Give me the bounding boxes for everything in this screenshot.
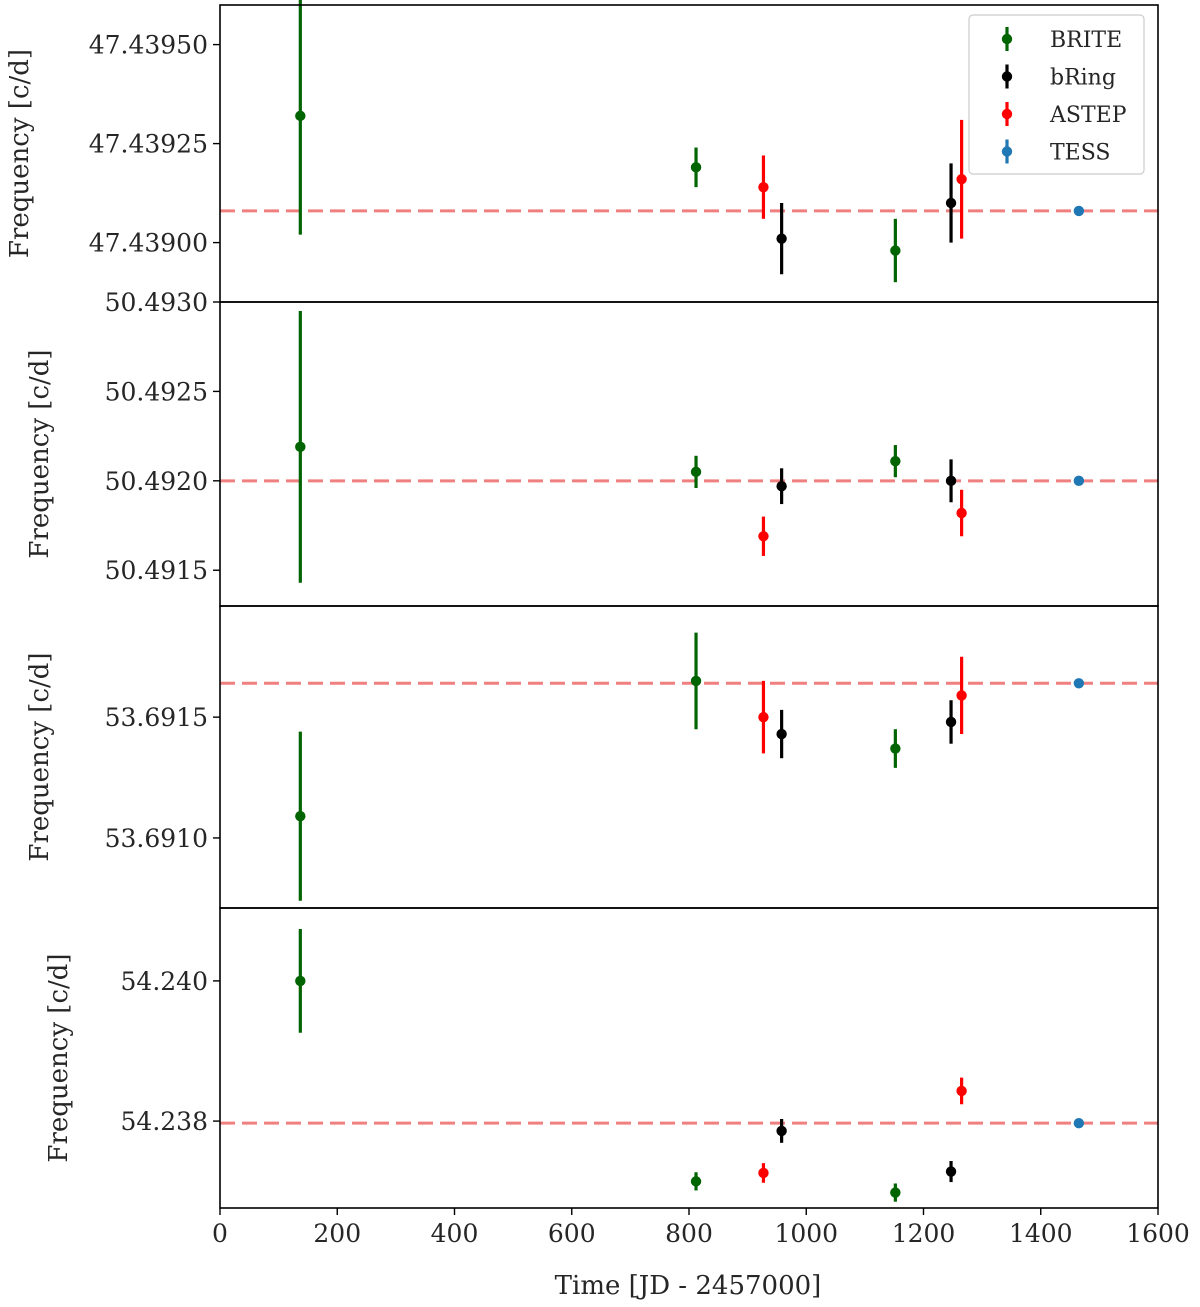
legend-item-astep: ASTEP — [1001, 102, 1127, 128]
astep-point — [758, 181, 769, 193]
x-tick-label: 400 — [431, 1219, 479, 1248]
brite-point — [295, 110, 306, 122]
legend-label: bRing — [1050, 66, 1116, 91]
panel-4: 54.238 54.240 Frequency [c/d] — [44, 907, 1159, 1209]
bring-point — [945, 197, 957, 209]
astep-point — [758, 531, 769, 542]
x-tick-label: 800 — [665, 1219, 713, 1248]
brite-point — [890, 1187, 901, 1198]
y-tick-label: 53.6910 — [105, 824, 208, 853]
bring-point — [945, 1166, 957, 1177]
tess-point — [1073, 205, 1085, 217]
brite-point — [690, 1176, 702, 1187]
bring-point — [776, 480, 787, 492]
brite-point — [690, 466, 702, 478]
bring-point — [776, 233, 787, 244]
brite-point — [295, 810, 306, 822]
y-tick-label: 47.43950 — [89, 31, 208, 60]
legend-label: TESS — [1050, 141, 1111, 166]
x-tick-label: 0 — [212, 1219, 228, 1248]
x-tick-label: 200 — [313, 1219, 361, 1248]
brite-point — [890, 743, 901, 754]
x-tick-label: 600 — [548, 1219, 596, 1248]
y-tick-label: 50.4915 — [105, 556, 208, 585]
panel-frame — [219, 907, 1159, 1209]
y-axis-label: Frequency [c/d] — [25, 349, 55, 558]
astep-point — [956, 690, 967, 701]
y-tick-label: 54.238 — [121, 1107, 208, 1136]
x-tick-label: 1400 — [1009, 1219, 1073, 1248]
legend-label: BRITE — [1050, 28, 1122, 53]
x-tick-label: 1600 — [1126, 1219, 1190, 1248]
y-tick-label: 47.43925 — [89, 130, 208, 159]
x-tick-label: 1000 — [774, 1219, 838, 1248]
astep-point — [758, 1167, 769, 1179]
y-tick-label: 53.6915 — [105, 703, 208, 732]
astep-point — [956, 1085, 967, 1097]
panel-1: 47.43900 47.43925 47.43950 Frequency [c/d] — [5, 0, 1159, 303]
brite-point — [890, 455, 901, 467]
panel-3: 53.6910 53.6915 Frequency [c/d] — [25, 605, 1159, 909]
y-tick-label: 50.4925 — [105, 377, 208, 406]
y-axis-label: Frequency [c/d] — [5, 49, 35, 258]
y-tick-label: 50.4920 — [105, 467, 208, 496]
astep-point — [956, 174, 967, 185]
brite-point — [890, 245, 901, 256]
tess-point — [1073, 475, 1085, 487]
legend-item-brite: BRITE — [1001, 27, 1122, 53]
legend-item-bring: bRing — [1001, 64, 1116, 91]
bring-point — [776, 1125, 787, 1137]
y-axis-label: Frequency [c/d] — [44, 953, 74, 1162]
legend-marker-point — [1001, 33, 1013, 45]
legend-item-tess: TESS — [1001, 139, 1111, 166]
tess-point — [1073, 678, 1085, 689]
brite-point — [690, 162, 702, 173]
panel-frame — [219, 605, 1159, 909]
legend: BRITE bRing ASTEP TESS — [968, 14, 1145, 175]
y-axis-label: Frequency [c/d] — [25, 652, 55, 861]
legend-marker-point — [1001, 146, 1013, 157]
x-axis: 0 200 400 600 800 1000 1200 1400 1600 — [212, 1208, 1190, 1248]
y-tick-label: 47.43900 — [89, 229, 208, 258]
panel-2: 50.4915 50.4920 50.4925 50.4930 Frequency [c… — [25, 288, 1159, 607]
astep-point — [758, 711, 769, 723]
brite-point — [690, 675, 702, 687]
y-tick-label: 54.240 — [121, 967, 208, 996]
legend-marker-point — [1001, 71, 1013, 82]
legend-box — [968, 14, 1145, 175]
astep-point — [956, 507, 967, 519]
panel-frame — [219, 301, 1159, 607]
brite-point — [295, 441, 306, 453]
legend-label: ASTEP — [1049, 103, 1127, 128]
bring-point — [945, 475, 957, 487]
tess-point — [1073, 1117, 1085, 1129]
legend-marker-point — [1001, 108, 1013, 120]
brite-point — [295, 975, 306, 987]
y-tick-label: 50.4930 — [105, 288, 208, 317]
bring-point — [776, 728, 787, 740]
x-tick-label: 1200 — [892, 1219, 956, 1248]
bring-point — [945, 716, 957, 728]
x-axis-label: Time [JD - 2457000] — [555, 1271, 822, 1301]
